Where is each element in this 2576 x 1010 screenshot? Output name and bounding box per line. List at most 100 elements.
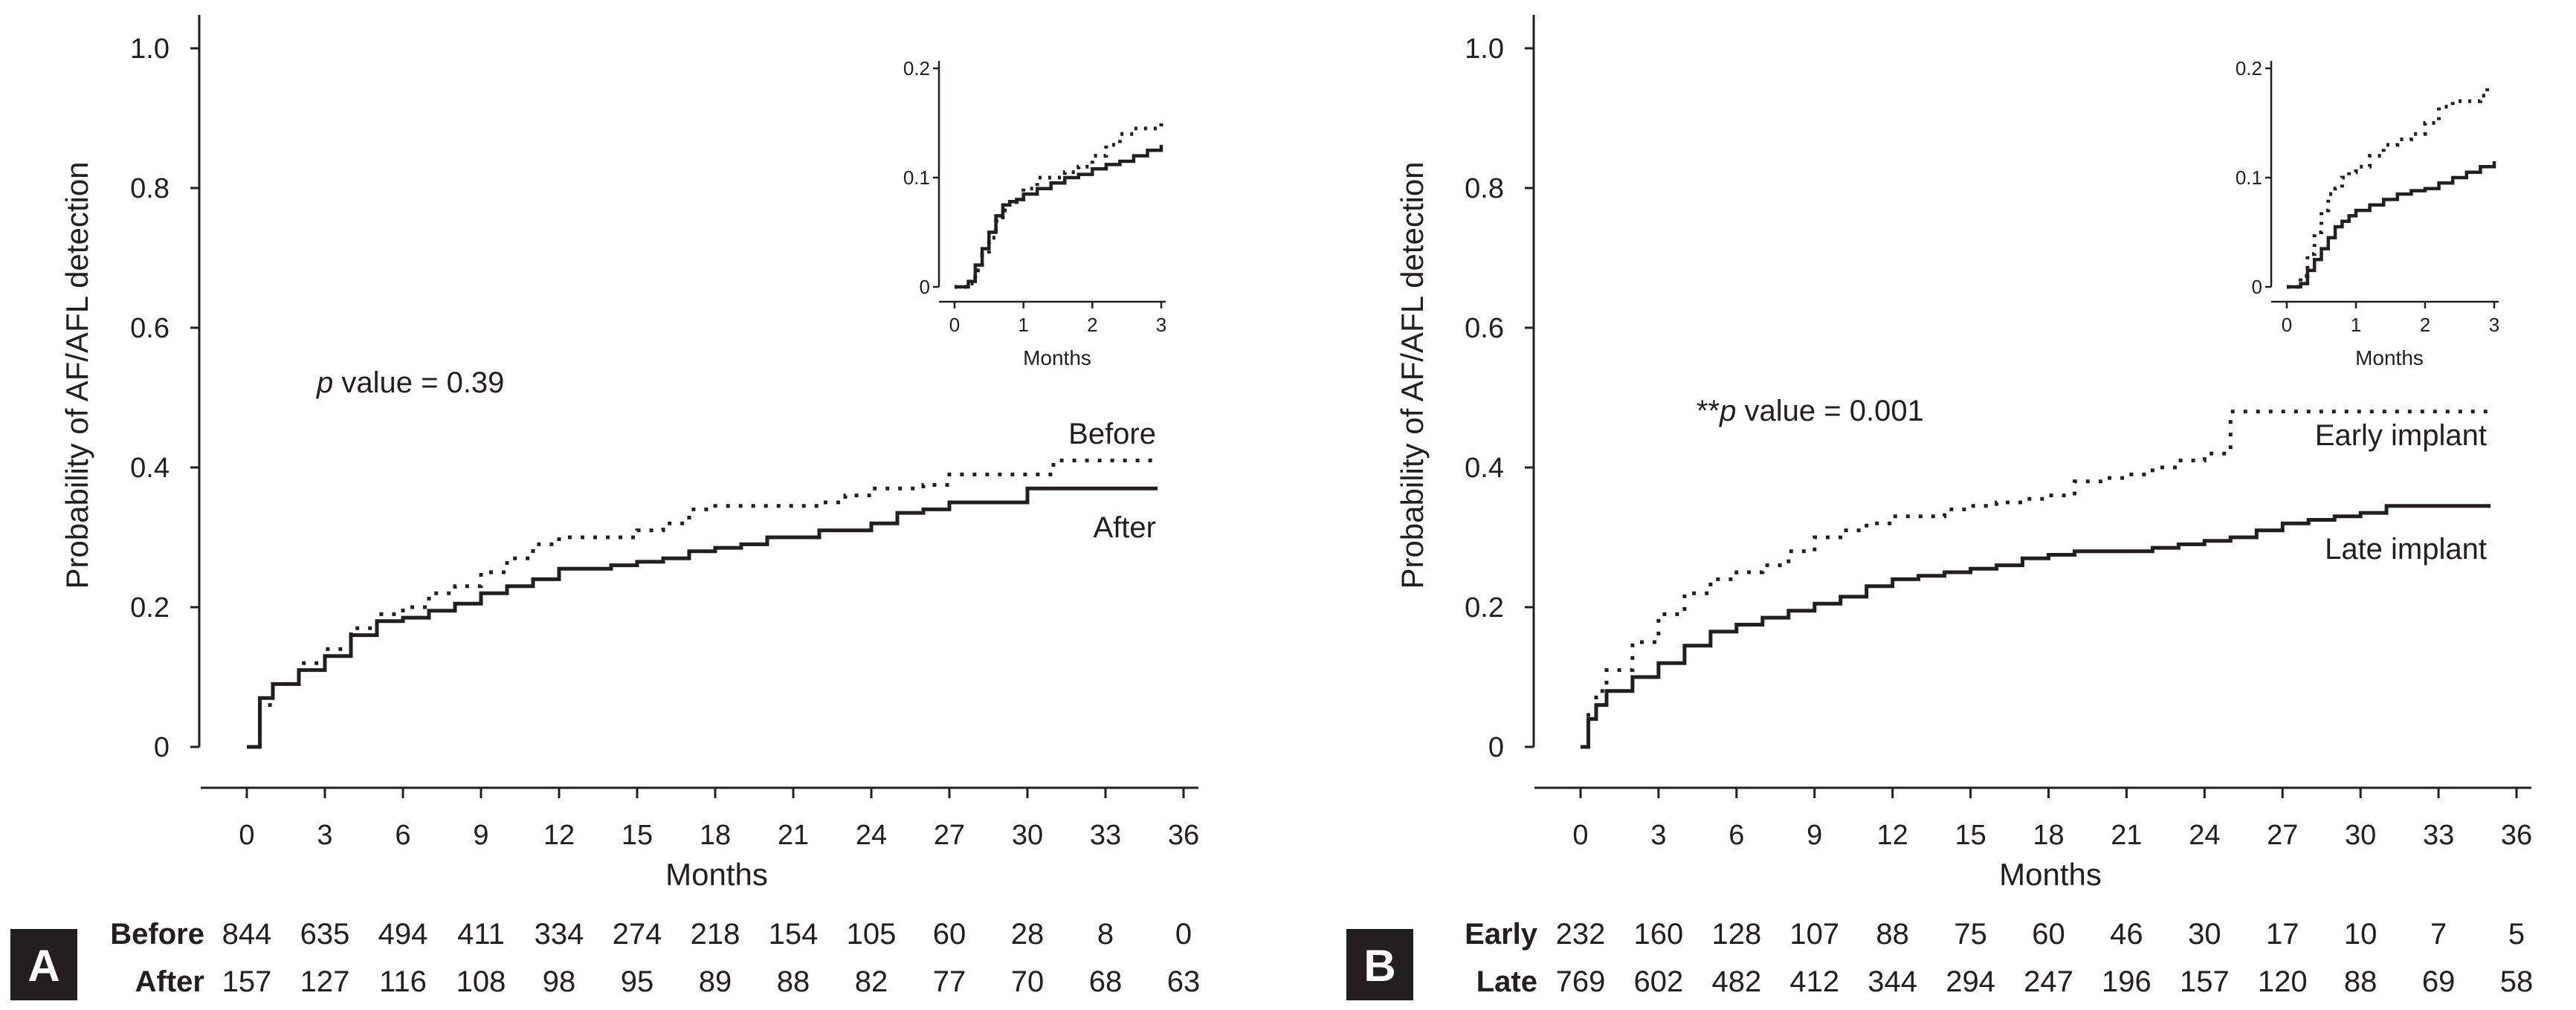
panel-letter-b: B — [1363, 941, 1395, 991]
risk-cell: 157 — [222, 965, 272, 998]
risk-cell: 28 — [1011, 918, 1045, 951]
x-tick-label: 3 — [1650, 820, 1666, 851]
inset-plot-b: 0 0.1 0.2 0 1 2 3 — [2236, 57, 2499, 336]
risk-cell: 160 — [1634, 918, 1684, 951]
risk-cell: 88 — [2344, 965, 2378, 998]
inset-series-line-early-implant — [2287, 85, 2490, 289]
y-tick-label: 0.4 — [130, 453, 170, 484]
risk-row-name: Late — [1476, 965, 1537, 998]
x-tick-label: 30 — [1012, 820, 1043, 851]
risk-cell: 7 — [2430, 918, 2447, 951]
risk-cell: 88 — [1876, 918, 1909, 951]
risk-cell: 107 — [1789, 918, 1839, 951]
inset-x-tick-label: 1 — [1018, 314, 1028, 336]
inset-x-tick-label: 2 — [2420, 314, 2430, 336]
risk-cell: 196 — [2102, 965, 2151, 998]
x-tick-label: 18 — [700, 820, 731, 851]
p-value-text-b: value = 0.001 — [1736, 395, 1923, 427]
risk-cell: 334 — [535, 918, 584, 951]
risk-cell: 69 — [2422, 965, 2456, 998]
y-tick-label: 1.0 — [1465, 33, 1504, 65]
risk-cell: 274 — [613, 918, 662, 951]
main-curves-b — [1581, 409, 2491, 749]
risk-cell: 157 — [2180, 965, 2230, 998]
inset-y-tick-label: 0 — [2252, 276, 2262, 298]
inset-x-tick-label: 2 — [1087, 314, 1097, 336]
inset-y-tick-label: 0.2 — [2236, 57, 2262, 80]
x-tick-label: 6 — [1728, 820, 1744, 851]
panel-a: Probability of AF/AFL detection Months 0… — [10, 15, 1200, 1000]
series-line-after — [247, 486, 1158, 749]
risk-cell: 494 — [378, 918, 428, 951]
series-line-late-implant — [1581, 504, 2491, 749]
risk-cell: 30 — [2188, 918, 2221, 951]
p-value-annotation-a: p value = 0.39 — [316, 366, 504, 399]
x-tick-label: 9 — [473, 820, 488, 851]
p-value-annotation-b: **p value = 0.001 — [1697, 395, 1924, 427]
series-line-early-implant — [1581, 409, 2491, 749]
inset-plot-a: 0 0.1 0.2 0 1 2 3 — [903, 57, 1166, 336]
risk-cell: 17 — [2266, 918, 2299, 951]
risk-cell: 844 — [222, 918, 272, 951]
risk-cell: 127 — [300, 965, 350, 998]
panel-badge-b — [1346, 929, 1413, 1000]
inset-y-tick-label: 0.1 — [2236, 166, 2262, 189]
risk-cell: 58 — [2500, 965, 2534, 998]
x-tick-label: 21 — [2111, 820, 2142, 851]
inset-x-label-b: Months — [2355, 346, 2424, 369]
main-axes-a: 00.20.40.60.81.00 3 6 9 12 15 18 21 24 27 30 33 36 — [130, 15, 1199, 851]
inset-series-line-after — [955, 144, 1163, 289]
risk-cell: 344 — [1868, 965, 1917, 998]
risk-cell: 88 — [777, 965, 810, 998]
panel-letter-a: A — [28, 941, 59, 991]
risk-cell: 75 — [1954, 918, 1987, 951]
risk-cell: 128 — [1711, 918, 1761, 951]
x-tick-label: 36 — [1168, 820, 1199, 851]
risk-cell: 116 — [379, 965, 427, 998]
risk-cell: 60 — [933, 918, 966, 951]
risk-cell: 218 — [691, 918, 740, 951]
main-axes-b: 00.20.40.60.81.00 3 6 9 12 15 18 21 24 27 30 33 36 — [1465, 15, 2532, 851]
risk-cell: 68 — [1089, 965, 1123, 998]
y-tick-label: 0.6 — [1465, 313, 1504, 344]
inset-y-tick-label: 0 — [920, 276, 930, 298]
curve-label-after: After — [1094, 511, 1156, 544]
risk-cell: 77 — [933, 965, 966, 998]
risk-cell: 8 — [1097, 918, 1114, 951]
inset-x-tick-label: 3 — [2489, 314, 2499, 336]
x-tick-label: 24 — [2189, 820, 2220, 851]
y-tick-label: 1.0 — [130, 33, 170, 65]
main-curves-a — [247, 459, 1158, 749]
risk-cell: 120 — [2258, 965, 2308, 998]
x-tick-label: 9 — [1807, 820, 1822, 851]
panel-badge-a — [10, 929, 77, 1000]
panel-b: Probability of AF/AFL detection Months 0… — [1346, 15, 2533, 1000]
x-tick-label: 6 — [395, 820, 410, 851]
risk-cell: 10 — [2344, 918, 2378, 951]
x-axis-label-a: Months — [665, 857, 768, 892]
y-axis-label-a: Probability of AF/AFL detection — [59, 161, 94, 589]
inset-y-tick-label: 0.2 — [903, 57, 930, 80]
y-tick-label: 0 — [1488, 732, 1504, 763]
inset-series-line-late-implant — [2287, 161, 2496, 289]
inset-x-tick-label: 3 — [1156, 314, 1166, 336]
x-tick-label: 15 — [1954, 820, 1986, 851]
risk-cell: 82 — [855, 965, 888, 998]
risk-cell: 5 — [2508, 918, 2525, 951]
inset-x-label-a: Months — [1023, 346, 1091, 369]
x-tick-label: 0 — [239, 820, 254, 851]
inset-x-tick-label: 0 — [2282, 314, 2292, 336]
x-tick-label: 30 — [2345, 820, 2376, 851]
x-tick-label: 15 — [622, 820, 653, 851]
risk-cell: 89 — [699, 965, 732, 998]
curve-label-late: Late implant — [2325, 533, 2487, 566]
inset-x-tick-label: 1 — [2351, 314, 2361, 336]
risk-cell: 46 — [2110, 918, 2143, 951]
p-prefix-b: ** — [1697, 395, 1720, 427]
y-tick-label: 0.8 — [1465, 173, 1504, 204]
curve-label-before: Before — [1068, 418, 1156, 450]
x-tick-label: 0 — [1572, 820, 1588, 851]
x-tick-label: 12 — [1877, 820, 1908, 851]
